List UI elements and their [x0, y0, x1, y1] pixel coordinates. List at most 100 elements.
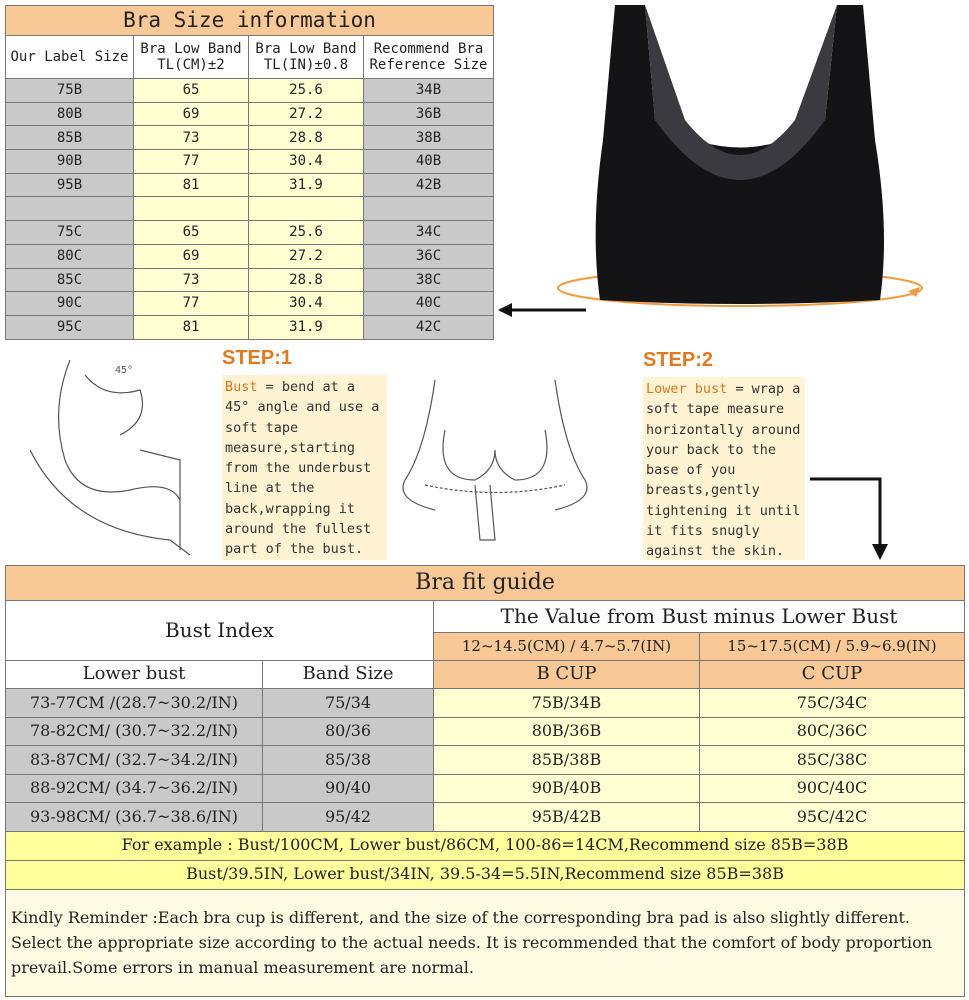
size-cell: 90C — [5, 291, 134, 316]
size-cell: 90B — [5, 149, 134, 174]
size-cell: 38B — [363, 125, 494, 151]
fit-cell: 78-82CM/ (30.7~32.2/IN) — [5, 716, 263, 746]
size-cell: 80C — [5, 243, 134, 269]
size-table-row: 90C 77 30.4 40C — [5, 291, 494, 316]
kindly-reminder: Kindly Reminder :Each bra cup is differe… — [4, 888, 966, 997]
fit-cell: 90/40 — [262, 773, 434, 803]
size-cell: 85B — [5, 125, 134, 151]
size-table-row: 75B 65 25.6 34B — [5, 78, 494, 103]
fit-guide-row: 73-77CM /(28.7~30.2/IN) 75/34 75B/34B 75C/3… — [5, 688, 966, 718]
lower-bust-measure-illustration — [402, 379, 588, 541]
fit-cell: 95/42 — [262, 802, 434, 832]
fit-cell: 85/38 — [262, 745, 434, 775]
size-cell: 73 — [133, 125, 249, 151]
size-cell: 75C — [5, 220, 134, 245]
bust-measure-illustration — [30, 359, 191, 556]
step2-instructions: Lower bust = wrap a soft tape measure ho… — [643, 377, 805, 560]
range-b-header: 12~14.5(CM) / 4.7~5.7(IN) — [433, 632, 700, 661]
fit-cell: 83-87CM/ (32.7~34.2/IN) — [5, 745, 263, 775]
size-header-cell: Bra Low Band TL(IN)±0.8 — [248, 35, 364, 79]
fit-cell: 80/36 — [262, 716, 434, 746]
bra-product-image — [557, 5, 923, 307]
size-cell: 69 — [133, 101, 249, 127]
size-table-title: Bra Size information — [5, 5, 494, 36]
band-size-header: Band Size — [262, 660, 434, 689]
fit-cell: 90B/40B — [433, 773, 700, 803]
size-cell: 30.4 — [248, 291, 364, 316]
fit-cell: 85C/38C — [698, 745, 966, 775]
lower-bust-header: Lower bust — [5, 660, 263, 689]
arrow-down-icon — [810, 477, 888, 560]
fit-cell: 75B/34B — [433, 688, 700, 718]
size-cell: 27.2 — [248, 101, 364, 127]
size-cell: 40C — [363, 291, 494, 316]
example-in: Bust/39.5IN, Lower bust/34IN, 39.5-34=5.… — [4, 859, 966, 890]
size-table-row: 85C 73 28.8 38C — [5, 267, 494, 293]
size-table-row: 80B 69 27.2 36B — [5, 101, 494, 127]
size-cell: 77 — [133, 291, 249, 316]
fit-cell: 75C/34C — [698, 688, 966, 718]
size-table-row: 90B 77 30.4 40B — [5, 149, 494, 174]
size-cell: 34C — [363, 220, 494, 245]
step1-instructions: Bust = bend at a 45° angle and use a sof… — [222, 375, 387, 560]
size-cell: 30.4 — [248, 149, 364, 174]
step2-term: Lower bust — [646, 381, 728, 397]
fit-cell: 80B/36B — [433, 716, 700, 746]
size-cell — [363, 196, 494, 222]
size-cell: 80B — [5, 101, 134, 127]
size-table-row: 95C 81 31.9 42C — [5, 314, 494, 340]
size-cell: 34B — [363, 78, 494, 103]
step1-text: = bend at a 45° angle and use a soft tap… — [225, 379, 380, 558]
size-cell: 75B — [5, 78, 134, 103]
fit-guide-title: Bra fit guide — [4, 565, 966, 601]
size-cell: 25.6 — [248, 78, 364, 103]
fit-cell: 95C/42C — [698, 802, 966, 832]
fit-guide-row: 93-98CM/ (36.7~38.6/IN) 95/42 95B/42B 95C/4… — [5, 802, 966, 832]
size-cell — [248, 196, 364, 222]
value-header: The Value from Bust minus Lower Bust — [432, 600, 966, 633]
size-header-cell: Recommend Bra Reference Size — [363, 35, 494, 79]
size-cell: 69 — [133, 243, 249, 269]
size-cell: 40B — [363, 149, 494, 174]
size-table-row: 75C 65 25.6 34C — [5, 220, 494, 245]
fit-cell: 93-98CM/ (36.7~38.6/IN) — [5, 802, 263, 832]
size-cell: 95B — [5, 172, 134, 198]
size-cell: 25.6 — [248, 220, 364, 245]
size-cell: 36B — [363, 101, 494, 127]
size-table-row: 95B 81 31.9 42B — [5, 172, 494, 198]
size-cell: 28.8 — [248, 125, 364, 151]
fit-guide-table: Bra fit guide Bust Index The Value from … — [4, 565, 966, 997]
size-cell: 81 — [133, 314, 249, 340]
c-cup-header: C CUP — [698, 660, 966, 689]
arrow-left-icon — [498, 303, 586, 317]
size-cell: 31.9 — [248, 314, 364, 340]
fit-cell: 80C/36C — [698, 716, 966, 746]
size-header-cell: Our Label Size — [5, 35, 134, 79]
size-cell: 95C — [5, 314, 134, 340]
range-c-header: 15~17.5(CM) / 5.9~6.9(IN) — [698, 632, 966, 661]
size-cell: 73 — [133, 267, 249, 293]
size-table-row: 85B 73 28.8 38B — [5, 125, 494, 151]
step2-label: STEP:2 — [643, 349, 714, 371]
step1-label: STEP:1 — [222, 347, 293, 369]
size-header-cell: Bra Low Band TL(CM)±2 — [133, 35, 249, 79]
step1-term: Bust — [225, 379, 258, 395]
size-cell: 77 — [133, 149, 249, 174]
size-cell: 65 — [133, 220, 249, 245]
size-table-row: 80C 69 27.2 36C — [5, 243, 494, 269]
size-cell: 81 — [133, 172, 249, 198]
size-table-row — [5, 196, 494, 222]
fit-cell: 85B/38B — [433, 745, 700, 775]
fit-cell: 88-92CM/ (34.7~36.2/IN) — [5, 773, 263, 803]
fit-guide-row: 83-87CM/ (32.7~34.2/IN) 85/38 85B/38B 85C/3… — [5, 745, 966, 775]
example-cm: For example : Bust/100CM, Lower bust/86C… — [4, 830, 966, 861]
size-cell — [133, 196, 249, 222]
bust-index-header: Bust Index — [5, 600, 434, 661]
size-info-table: Bra Size information Our Label Size Bra L… — [5, 5, 494, 340]
fit-cell: 90C/40C — [698, 773, 966, 803]
fit-cell: 75/34 — [262, 688, 434, 718]
fit-guide-row: 88-92CM/ (34.7~36.2/IN) 90/40 90B/40B 90C/4… — [5, 773, 966, 803]
size-cell — [5, 196, 134, 222]
fit-cell: 73-77CM /(28.7~30.2/IN) — [5, 688, 263, 718]
size-cell: 31.9 — [248, 172, 364, 198]
